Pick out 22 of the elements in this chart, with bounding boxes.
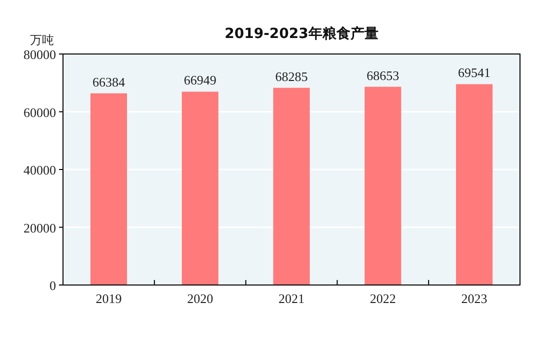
x-tick-label: 2019 <box>96 291 122 306</box>
y-tick-label: 40000 <box>24 162 56 178</box>
bar <box>364 86 402 285</box>
y-axis-title: 万吨 <box>30 33 54 47</box>
x-tick-label: 2022 <box>370 291 396 306</box>
y-tick-label: 20000 <box>24 220 56 236</box>
data-label: 68653 <box>366 68 400 83</box>
x-tick-label: 2023 <box>461 291 488 306</box>
y-tick-label: 60000 <box>24 104 56 120</box>
data-label: 68285 <box>275 68 308 84</box>
bar <box>90 93 127 285</box>
x-tick-label: 2020 <box>187 291 214 306</box>
y-tick-label: 80000 <box>24 47 56 62</box>
y-tick-label: 0 <box>50 278 56 293</box>
data-label: 66949 <box>184 72 216 88</box>
chart-title: 2019-2023年粮食产量 <box>224 25 378 42</box>
bar <box>273 88 310 285</box>
bar <box>182 92 218 285</box>
data-label: 66384 <box>92 74 126 90</box>
x-tick-label: 2021 <box>278 291 304 306</box>
data-label: 69541 <box>458 65 491 80</box>
bar <box>456 84 493 285</box>
